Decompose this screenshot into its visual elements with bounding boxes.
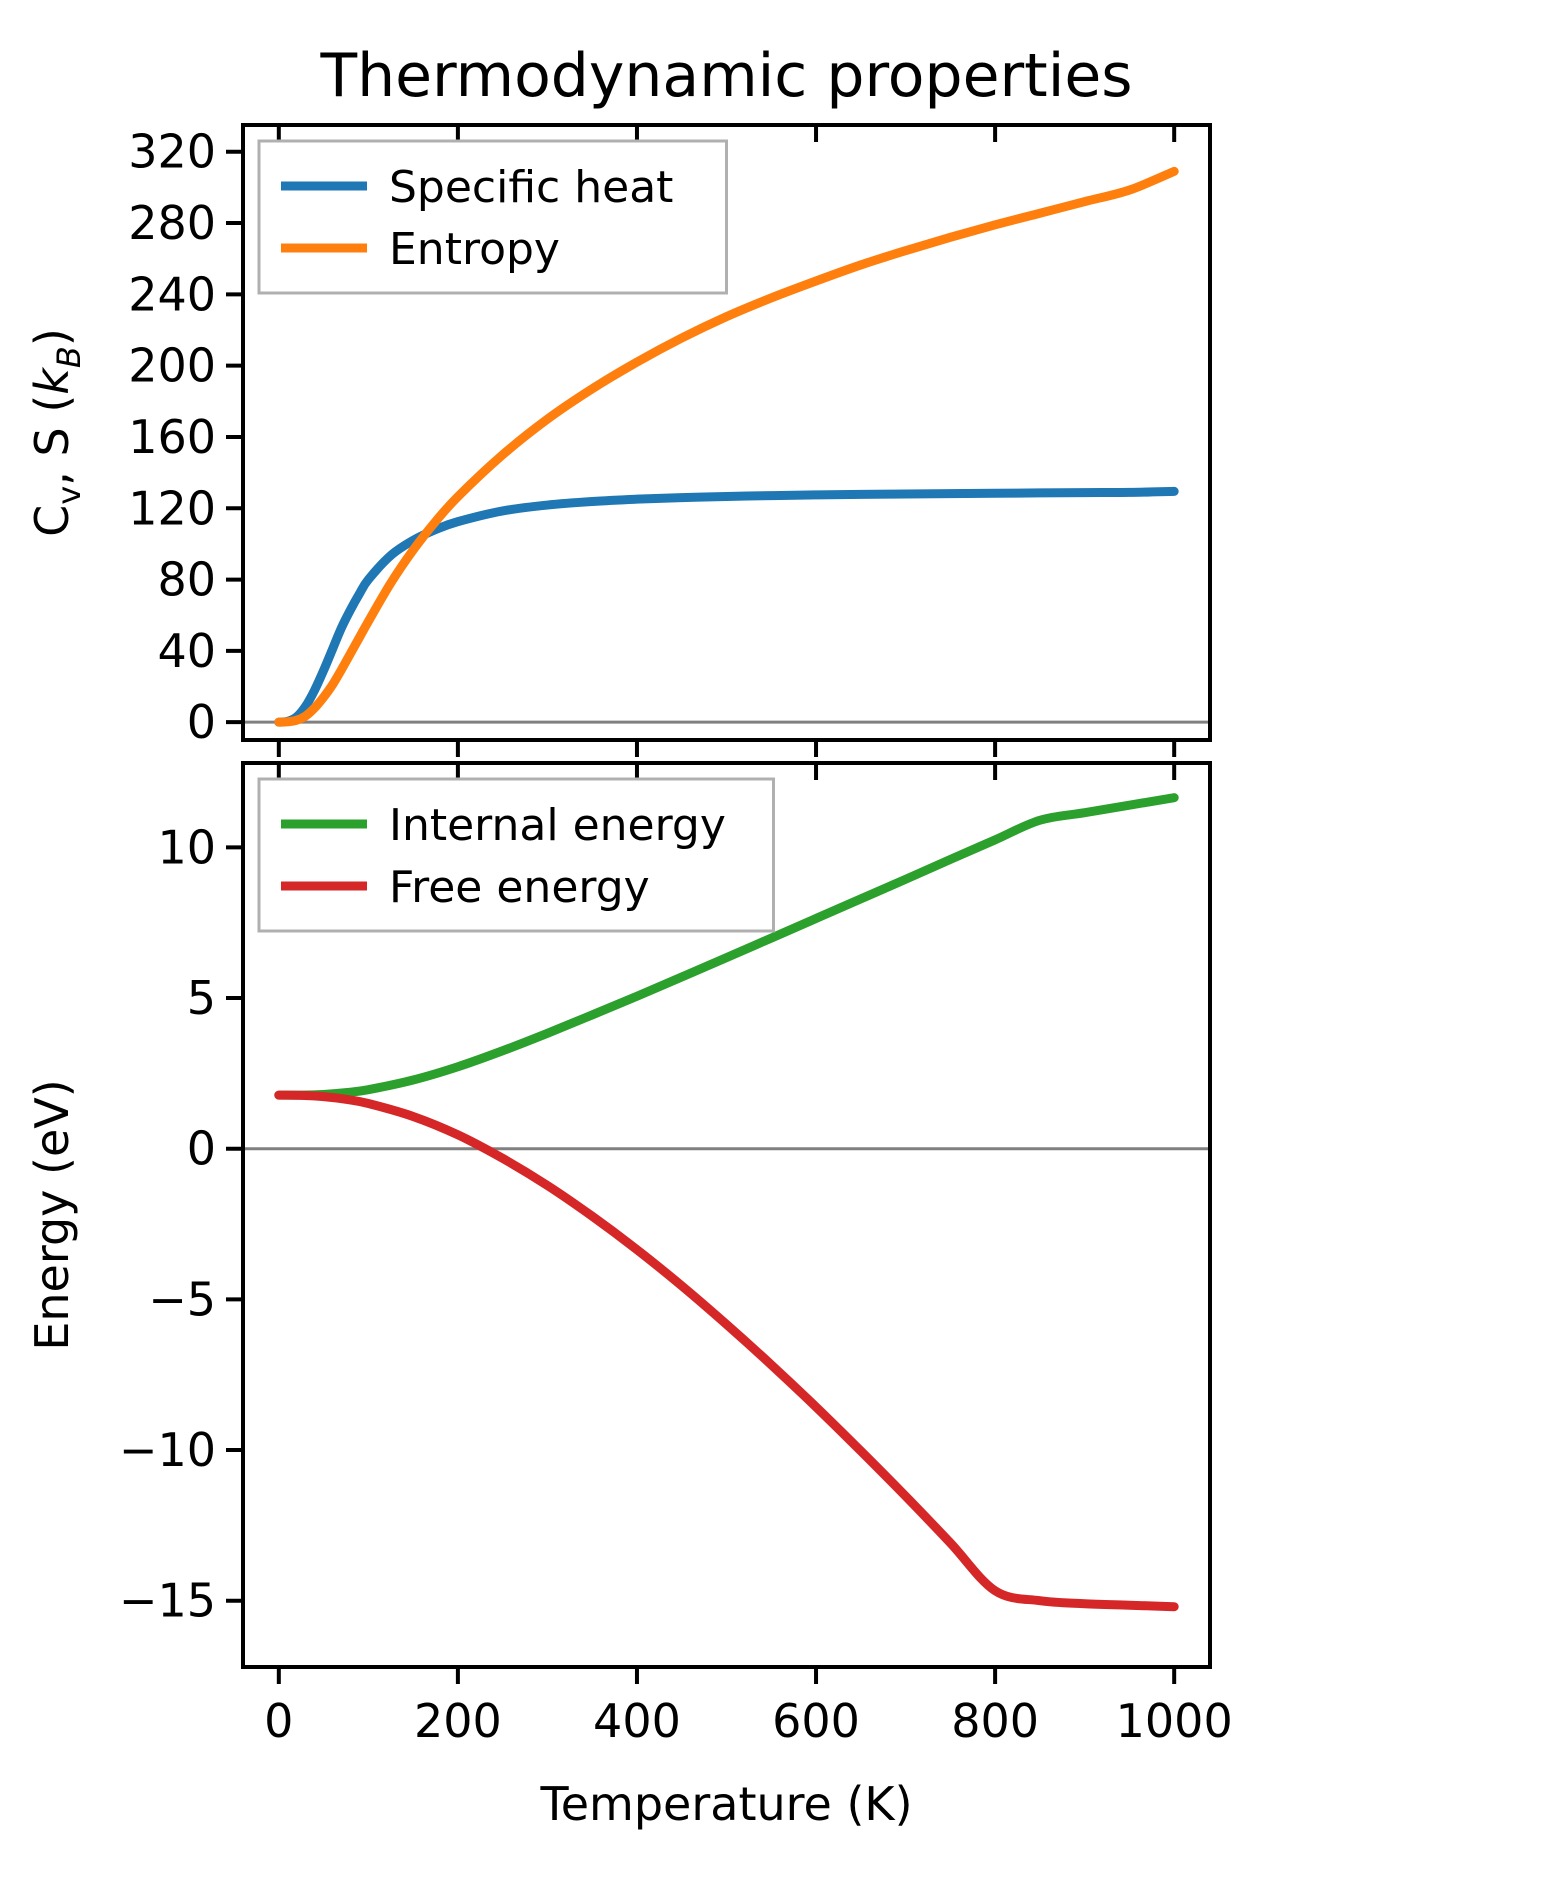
x-tick-label: 600 xyxy=(772,1694,860,1748)
y-tick-label: 200 xyxy=(128,339,216,393)
legend-box-top xyxy=(257,139,728,295)
legend-bottom[interactable]: Internal energy Free energy xyxy=(257,777,775,933)
x-tick-label: 200 xyxy=(414,1694,502,1748)
legend-label-free-energy[interactable]: Free energy xyxy=(389,862,650,913)
axes-frame-top xyxy=(241,123,1212,742)
y-tick-label: 120 xyxy=(128,481,216,535)
series-line-internal-energy xyxy=(274,793,1179,1100)
y-tick-label: 0 xyxy=(187,695,216,749)
y-tick-label: 5 xyxy=(187,971,216,1025)
legend-top[interactable]: Specific heat Entropy xyxy=(257,139,728,295)
y-tick-label: 80 xyxy=(157,553,216,607)
figure-title: Thermodynamic properties xyxy=(319,41,1132,111)
legend-box-bottom xyxy=(257,777,775,933)
y-tick-label: 0 xyxy=(187,1122,216,1176)
legend-label-internal-energy[interactable]: Internal energy xyxy=(389,800,726,851)
y-tick-label: 40 xyxy=(157,624,216,678)
x-tick-label: 0 xyxy=(264,1694,293,1748)
series-line-specific-heat xyxy=(274,486,1179,727)
y-tick-label: 160 xyxy=(128,410,216,464)
x-tick-label: 800 xyxy=(951,1694,1039,1748)
y-tick-label: −10 xyxy=(119,1423,216,1477)
y-axis-label-bottom-text: Energy (eV) xyxy=(25,1079,79,1350)
y-tick-label: 320 xyxy=(128,125,216,179)
legend-label-entropy[interactable]: Entropy xyxy=(389,224,560,275)
x-axis-label: Temperature (K) xyxy=(539,1777,912,1831)
series-line-free-energy xyxy=(274,1090,1179,1612)
legend-label-specific-heat[interactable]: Specific heat xyxy=(389,162,673,213)
y-tick-label: 10 xyxy=(157,820,216,874)
series-line-entropy xyxy=(274,166,1179,727)
x-tick-label: 1000 xyxy=(1116,1694,1233,1748)
axes-frame-bottom xyxy=(241,761,1212,1669)
y-axis-label-top-text: Cv, S (kB) xyxy=(25,328,88,537)
y-axis-label-top: Cv, S (kB) xyxy=(25,328,88,537)
x-tick-label: 400 xyxy=(593,1694,681,1748)
y-tick-label: −5 xyxy=(148,1272,216,1326)
panel-bottom: −15 −10 −5 0 5 10 0 200 400 600 800 1000 xyxy=(119,761,1233,1748)
y-axis-label-bottom: Energy (eV) xyxy=(25,1079,79,1350)
panel-top: 0 40 80 120 160 200 240 280 320 xyxy=(128,123,1212,757)
y-tick-label: −15 xyxy=(119,1574,216,1628)
y-tick-label: 240 xyxy=(128,267,216,321)
y-tick-label: 280 xyxy=(128,196,216,250)
